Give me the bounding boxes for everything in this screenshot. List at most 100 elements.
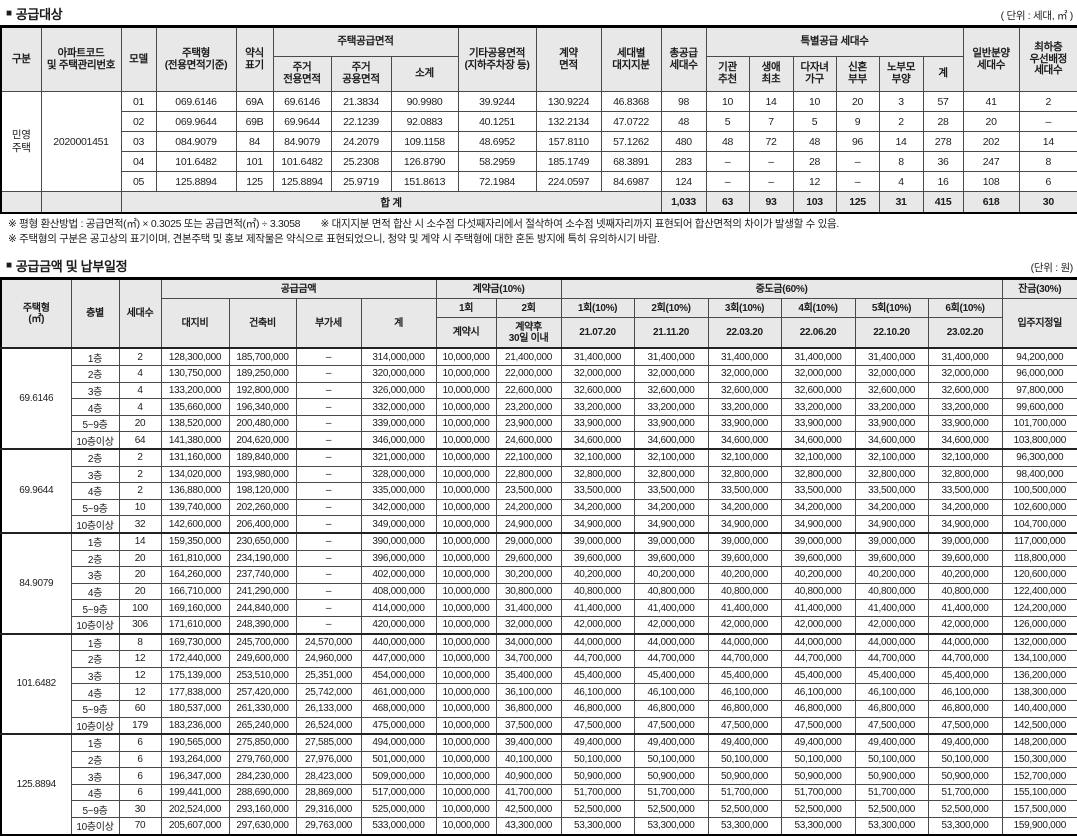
payment-cell: 440,000,000 bbox=[360, 632, 437, 652]
payment-cell: 192,800,000 bbox=[228, 381, 297, 400]
payment-cell: 257,420,000 bbox=[228, 683, 297, 701]
payment-table-row: 5~9층 10 139,740,000 202,260,000–342,000,000… bbox=[1, 498, 1077, 517]
payment-cell: 180,537,000 bbox=[160, 699, 230, 718]
payment-cell: 159,900,000 bbox=[1001, 817, 1077, 836]
payment-cell: 284,230,000 bbox=[228, 767, 297, 785]
payment-cell: 314,000,000 bbox=[360, 347, 437, 367]
payment-cell: 40,200,000 bbox=[707, 566, 782, 584]
supply-cell: 185.1749 bbox=[535, 151, 602, 172]
supply-cell: 57 bbox=[922, 91, 964, 112]
payment-cell: 390,000,000 bbox=[360, 531, 437, 551]
payment-cell: 53,300,000 bbox=[707, 817, 782, 836]
payment-cell: – bbox=[295, 498, 362, 517]
payment-table-row: 10층이상 70 205,607,000 297,630,000 29,763,000 5… bbox=[1, 817, 1077, 836]
payment-cell: 39,600,000 bbox=[780, 549, 856, 568]
payment-cell: 179 bbox=[118, 716, 162, 735]
col-vat: 부가세 bbox=[295, 298, 362, 349]
payment-cell: 5~9층 bbox=[70, 699, 120, 718]
supply-table-row: 04 101.6482 101 101.6482 25.2308 126.8790 58.2… bbox=[1, 151, 1077, 172]
payment-cell: 34,600,000 bbox=[927, 431, 1003, 450]
payment-cell: 169,730,000 bbox=[160, 632, 230, 652]
col-gubun: 구분 bbox=[0, 26, 42, 92]
payment-cell: 2 bbox=[118, 347, 162, 367]
payment-cell: 31,400,000 bbox=[854, 347, 929, 367]
supply-cell: 132.2134 bbox=[535, 111, 602, 132]
col-interim-date-1: 21.07.20 bbox=[560, 317, 635, 350]
payment-cell: 33,500,000 bbox=[560, 482, 635, 500]
payment-cell: 2층 bbox=[70, 750, 120, 769]
payment-cell: 10,000,000 bbox=[435, 347, 497, 367]
payment-cell: 51,700,000 bbox=[927, 783, 1003, 802]
supply-cell: – bbox=[705, 151, 750, 172]
payment-cell: 275,850,000 bbox=[228, 733, 297, 752]
payment-cell: 34,200,000 bbox=[560, 498, 635, 517]
payment-cell: 50,100,000 bbox=[780, 750, 856, 769]
payment-cell: 10,000,000 bbox=[435, 549, 497, 568]
supply-cell: 480 bbox=[660, 131, 707, 152]
payment-cell: 41,400,000 bbox=[560, 599, 635, 617]
payment-cell: 41,700,000 bbox=[495, 783, 562, 802]
payment-cell: 31,400,000 bbox=[560, 347, 635, 367]
col-model: 모델 bbox=[120, 26, 157, 92]
supply-cell: – bbox=[705, 171, 750, 192]
payment-cell: 41,400,000 bbox=[927, 599, 1003, 617]
payment-cell: – bbox=[295, 582, 362, 601]
supply-title-text: 공급대상 bbox=[15, 7, 63, 22]
payment-cell: 148,200,000 bbox=[1001, 733, 1077, 752]
supply-cell: 278 bbox=[922, 131, 964, 152]
col-move-in: 입주지정일 bbox=[1001, 298, 1077, 349]
supply-table-row: 민영 주택 2020001451 01 069.6146 69A 69.6146 21.38… bbox=[0, 91, 1077, 192]
supply-cell: 124 bbox=[660, 171, 707, 192]
payment-cell: 202,260,000 bbox=[228, 498, 297, 517]
payment-cell: 41,400,000 bbox=[633, 599, 709, 617]
payment-cell: 234,190,000 bbox=[228, 549, 297, 568]
payment-cell: 20 bbox=[118, 549, 162, 568]
supply-cell: 48 bbox=[705, 131, 750, 152]
col-build-cost: 건축비 bbox=[228, 298, 297, 349]
payment-cell: 6 bbox=[118, 733, 162, 752]
payment-cell: 31,400,000 bbox=[707, 347, 782, 367]
payment-cell: – bbox=[295, 381, 362, 400]
payment-cell: 50,900,000 bbox=[633, 767, 709, 785]
supply-cell: 47.0722 bbox=[600, 111, 662, 132]
supply-table-row: 05 125.8894 125 125.8894 25.9719 151.8613 72.1… bbox=[1, 171, 1077, 192]
supply-cell: – bbox=[748, 151, 794, 172]
supply-cell: 069.6146 bbox=[155, 91, 237, 112]
payment-cell: 525,000,000 bbox=[360, 800, 437, 819]
payment-cell: 533,000,000 bbox=[360, 817, 437, 836]
payment-cell: 1층 bbox=[70, 632, 120, 652]
payment-cell: 3층 bbox=[70, 767, 120, 785]
payment-cell: 32,000,000 bbox=[854, 365, 929, 383]
col-floor: 층별 bbox=[70, 278, 120, 349]
payment-cell: 49,400,000 bbox=[927, 733, 1003, 752]
payment-cell: 172,440,000 bbox=[160, 650, 230, 668]
payment-table-row: 3층 6 196,347,000 284,230,000 28,423,000 509,0… bbox=[1, 767, 1077, 785]
payment-cell: 42,000,000 bbox=[707, 615, 782, 635]
payment-table-row: 3층 4 133,200,000 192,800,000–326,000,000 10,… bbox=[1, 381, 1077, 400]
payment-cell: 36,800,000 bbox=[495, 699, 562, 718]
payment-cell: 328,000,000 bbox=[360, 465, 437, 484]
supply-cell: 16 bbox=[922, 171, 964, 192]
payment-table-row: 2층 20 161,810,000 234,190,000–396,000,000 10… bbox=[1, 549, 1077, 568]
payment-cell: 34,900,000 bbox=[560, 515, 635, 534]
payment-cell: 349,000,000 bbox=[360, 515, 437, 534]
payment-cell: – bbox=[295, 347, 362, 367]
payment-cell: 241,290,000 bbox=[228, 582, 297, 601]
supply-cell: 109.1158 bbox=[390, 131, 459, 152]
payment-cell: 27,976,000 bbox=[295, 750, 362, 769]
col-supply-area-group: 주택공급면적 bbox=[272, 26, 459, 57]
supply-cell: 57.1262 bbox=[600, 131, 662, 152]
payment-cell: 117,000,000 bbox=[1001, 531, 1077, 551]
supply-cell: 22.1239 bbox=[330, 111, 392, 132]
payment-cell: 29,316,000 bbox=[295, 800, 362, 819]
payment-cell: 10,000,000 bbox=[435, 800, 497, 819]
payment-cell: 34,900,000 bbox=[854, 515, 929, 534]
payment-cell: 52,500,000 bbox=[927, 800, 1003, 819]
payment-cell: 10,000,000 bbox=[435, 531, 497, 551]
supply-table-body: 민영 주택 2020001451 01 069.6146 69A 69.6146 21.38… bbox=[0, 91, 1077, 214]
payment-cell: 50,100,000 bbox=[707, 750, 782, 769]
payment-cell: 20 bbox=[118, 582, 162, 601]
supply-cell: 04 bbox=[120, 151, 157, 172]
supply-cell: 101.6482 bbox=[155, 151, 237, 172]
payment-cell: 46,800,000 bbox=[854, 699, 929, 718]
